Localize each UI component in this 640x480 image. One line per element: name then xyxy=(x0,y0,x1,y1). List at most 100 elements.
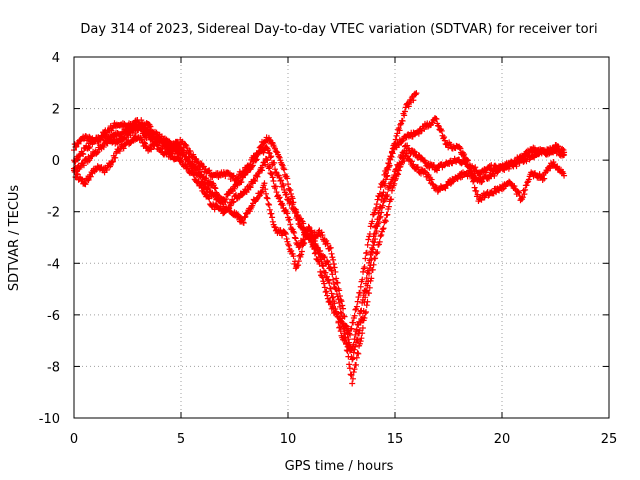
data-point xyxy=(256,192,263,199)
data-point xyxy=(259,188,266,195)
data-point xyxy=(253,156,260,163)
data-point xyxy=(280,165,287,172)
y-tick-label: -6 xyxy=(47,309,60,324)
data-point xyxy=(268,171,275,178)
data-point xyxy=(266,201,273,208)
data-point xyxy=(265,200,272,207)
data-point xyxy=(259,167,266,174)
data-point xyxy=(366,230,373,237)
data-point xyxy=(373,205,380,212)
data-point xyxy=(211,184,218,191)
data-point xyxy=(305,223,312,230)
data-point xyxy=(349,355,356,362)
data-point xyxy=(366,257,373,264)
data-point xyxy=(230,172,237,179)
data-point xyxy=(388,153,395,160)
data-point xyxy=(238,179,245,186)
data-point xyxy=(396,127,403,134)
series-track-2 xyxy=(71,121,568,387)
data-point xyxy=(222,173,229,180)
data-point xyxy=(283,191,290,198)
data-point xyxy=(87,173,94,180)
data-point xyxy=(350,369,357,376)
data-point xyxy=(353,326,360,333)
data-point xyxy=(363,249,370,256)
data-point xyxy=(158,145,165,152)
data-point xyxy=(353,303,360,310)
data-point xyxy=(271,159,278,166)
data-point xyxy=(174,154,181,161)
data-point xyxy=(264,157,271,164)
data-point xyxy=(323,257,330,264)
data-point xyxy=(334,310,341,317)
data-point xyxy=(376,238,383,245)
data-point xyxy=(374,216,381,223)
data-point xyxy=(380,189,387,196)
data-point xyxy=(358,335,365,342)
plot-frame xyxy=(73,56,610,419)
data-point xyxy=(351,336,358,343)
data-point xyxy=(357,283,364,290)
data-point xyxy=(324,240,331,247)
data-point xyxy=(310,242,317,249)
data-point xyxy=(75,140,82,147)
data-point xyxy=(470,178,477,185)
data-point xyxy=(284,175,291,182)
data-point xyxy=(270,177,277,184)
data-point xyxy=(376,190,383,197)
data-point xyxy=(402,104,409,111)
data-point xyxy=(328,267,335,274)
x-tick-label: 20 xyxy=(494,432,511,447)
data-point xyxy=(359,330,366,337)
data-point xyxy=(394,130,401,137)
data-point xyxy=(200,184,207,191)
data-point xyxy=(307,233,314,240)
data-point xyxy=(367,251,374,258)
data-point xyxy=(430,162,437,169)
data-point xyxy=(414,164,421,171)
data-point xyxy=(350,341,357,348)
data-point xyxy=(311,245,318,252)
data-point xyxy=(464,157,471,164)
data-point xyxy=(301,236,308,243)
data-point xyxy=(289,195,296,202)
data-point xyxy=(408,158,415,165)
data-point xyxy=(323,273,330,280)
data-point xyxy=(411,149,418,156)
data-point xyxy=(294,211,301,218)
data-point xyxy=(288,247,295,254)
data-point xyxy=(145,131,152,138)
data-point xyxy=(347,331,354,338)
data-point xyxy=(433,115,440,122)
data-point xyxy=(353,354,360,361)
data-point xyxy=(327,285,334,292)
data-point xyxy=(363,302,370,309)
data-point xyxy=(392,166,399,173)
data-point xyxy=(301,240,308,247)
data-point xyxy=(330,304,337,311)
series-track-3 xyxy=(71,90,420,353)
data-point xyxy=(415,130,422,137)
data-point xyxy=(321,284,328,291)
data-point xyxy=(74,156,81,163)
data-point xyxy=(147,123,154,130)
data-point xyxy=(85,177,92,184)
data-point xyxy=(404,142,411,149)
data-point xyxy=(279,202,286,209)
data-point xyxy=(354,298,361,305)
data-point xyxy=(511,183,518,190)
data-point xyxy=(231,185,238,192)
data-point xyxy=(356,289,363,296)
data-point xyxy=(362,287,369,294)
data-point xyxy=(308,228,315,235)
data-point xyxy=(357,308,364,315)
data-point xyxy=(411,148,418,155)
data-point xyxy=(247,184,254,191)
data-point xyxy=(290,253,297,260)
data-point xyxy=(379,179,386,186)
data-point xyxy=(379,226,386,233)
data-point xyxy=(380,225,387,232)
data-point xyxy=(190,170,197,177)
data-point xyxy=(395,171,402,178)
data-point xyxy=(280,182,287,189)
